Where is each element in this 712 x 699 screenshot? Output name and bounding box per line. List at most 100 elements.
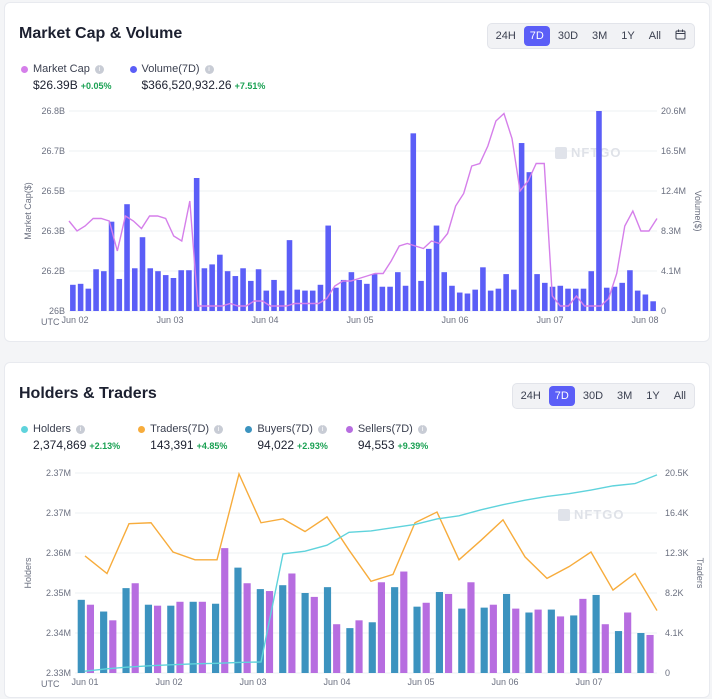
volume-bar [387, 286, 393, 311]
y-tick-label: 2.34M [46, 628, 71, 638]
volume-bar [371, 274, 378, 311]
x-tick-label: Jun 01 [71, 677, 98, 687]
buyers-bar [570, 615, 578, 673]
legend-item-sellers[interactable]: Sellers(7D) i 94,553 +9.39% [345, 423, 429, 452]
range-30d-button[interactable]: 30D [557, 30, 579, 42]
y-axis-title: Holders [23, 557, 33, 589]
volume-bar [278, 290, 285, 311]
range-7d-button[interactable]: 7D [523, 26, 550, 46]
chart-legend: Holders i 2,374,869 +2.13% Traders(7D) i 14… [21, 423, 446, 452]
legend-label: Traders(7D) [150, 423, 210, 435]
range-24h-button[interactable]: 24H [495, 30, 516, 42]
holders-dot-icon [21, 425, 28, 433]
buyers-bar [637, 633, 645, 673]
legend-change: +2.93% [297, 441, 328, 451]
x-tick-label: Jun 06 [491, 677, 518, 687]
y-axis-title: Market Cap($) [23, 182, 33, 240]
sellers-bar [86, 604, 95, 673]
nftgo-logo-icon [555, 147, 567, 159]
legend-item-traders[interactable]: Traders(7D) i 143,391 +4.85% [138, 423, 227, 452]
volume-bar [325, 225, 331, 311]
sellers-bar [556, 616, 565, 673]
card-title: Holders & Traders [19, 385, 157, 402]
buyers-bar [256, 589, 264, 673]
volume-bar [472, 289, 478, 311]
legend-item-market-cap[interactable]: Market Cap i $26.39B +0.05% [21, 63, 112, 92]
holders-traders-chart: 2.33M 2.34M 2.35M 2.36M 2.37M 2.37M 0 4.1K 8.2K 1… [23, 468, 705, 689]
volume-bar [487, 290, 494, 311]
legend-change: +9.39% [397, 441, 429, 451]
range-3m-button[interactable]: 3M [592, 30, 608, 42]
range-7d-button[interactable]: 7D [548, 386, 575, 406]
volume-bar [139, 237, 146, 311]
volume-bar [240, 268, 246, 311]
y2-tick-label: 8.2K [665, 588, 684, 598]
volume-bar [542, 282, 548, 311]
volume-bar [193, 177, 200, 311]
buyers-bar [458, 608, 466, 673]
buyers-bar [279, 585, 287, 673]
range-24h-button[interactable]: 24H [520, 390, 541, 402]
x-tick-label: Jun 07 [575, 677, 602, 687]
buyers-bar [100, 611, 108, 673]
traders-line [84, 471, 658, 611]
y2-tick-label: 20.5K [665, 468, 689, 478]
range-all-button[interactable]: All [648, 30, 661, 42]
volume-bar [526, 172, 533, 311]
volume-bar [449, 285, 455, 311]
y2-tick-label: 12.3K [665, 548, 689, 558]
y2-tick-label: 0 [665, 668, 670, 678]
buyers-bar [480, 607, 488, 673]
sellers-bar [310, 596, 318, 673]
volume-bar [263, 290, 270, 311]
nftgo-logo-icon [558, 509, 570, 521]
range-1y-button[interactable]: 1Y [621, 30, 635, 42]
volume-bar [77, 283, 84, 311]
sellers-bar [265, 591, 274, 673]
volume-bar [480, 267, 486, 311]
volume-bar [302, 290, 308, 311]
buyers-bar [77, 599, 85, 673]
volume-bar [131, 268, 138, 311]
range-30d-button[interactable]: 30D [582, 390, 604, 402]
y-tick-label: 26.7B [41, 146, 65, 156]
y2-axis-title: Volume($) [693, 190, 703, 231]
volume-bar [565, 288, 571, 311]
sellers-bar [624, 612, 632, 673]
holders-traders-card: Holders & Traders 24H 7D 30D 3M 1Y All H… [4, 362, 710, 698]
x-tick-label: Jun 04 [323, 677, 350, 687]
volume-bar [495, 288, 502, 311]
volume-bar [410, 133, 417, 311]
volume-bar [178, 270, 184, 311]
range-3m-button[interactable]: 3M [617, 390, 633, 402]
calendar-icon[interactable] [669, 26, 692, 46]
volume-bar [596, 111, 602, 311]
legend-item-volume[interactable]: Volume(7D) i $366,520,932.26 +7.51% [129, 63, 265, 92]
legend-item-buyers[interactable]: Buyers(7D) i 94,022 +2.93% [245, 423, 328, 452]
volume-bar [611, 286, 618, 311]
volume-bar [162, 275, 169, 311]
legend-label: Market Cap [33, 63, 90, 75]
holders-line [84, 474, 658, 672]
buyers-bar [122, 588, 130, 673]
x-tick-label: Jun 03 [239, 677, 266, 687]
buyers-bar [547, 609, 555, 673]
legend-change: +4.85% [196, 441, 228, 451]
legend-item-holders[interactable]: Holders i 2,374,869 +2.13% [21, 423, 120, 452]
range-1y-button[interactable]: 1Y [646, 390, 660, 402]
buyers-dot-icon [245, 425, 253, 433]
y-tick-label: 26.5B [41, 186, 65, 196]
volume-bar [456, 292, 463, 311]
volume-bar [217, 254, 223, 311]
y2-tick-label: 20.6M [661, 106, 686, 116]
legend-value: $366,520,932.26 [141, 78, 232, 92]
x-tick-label: Jun 05 [407, 677, 434, 687]
volume-bar [511, 289, 517, 311]
legend-label: Holders [33, 423, 71, 435]
volume-bar [85, 288, 92, 311]
x-tick-label: Jun 06 [441, 315, 468, 325]
sellers-bar [377, 582, 386, 673]
info-icon: i [317, 424, 327, 434]
range-all-button[interactable]: All [673, 390, 686, 402]
volume-bar [101, 271, 107, 311]
